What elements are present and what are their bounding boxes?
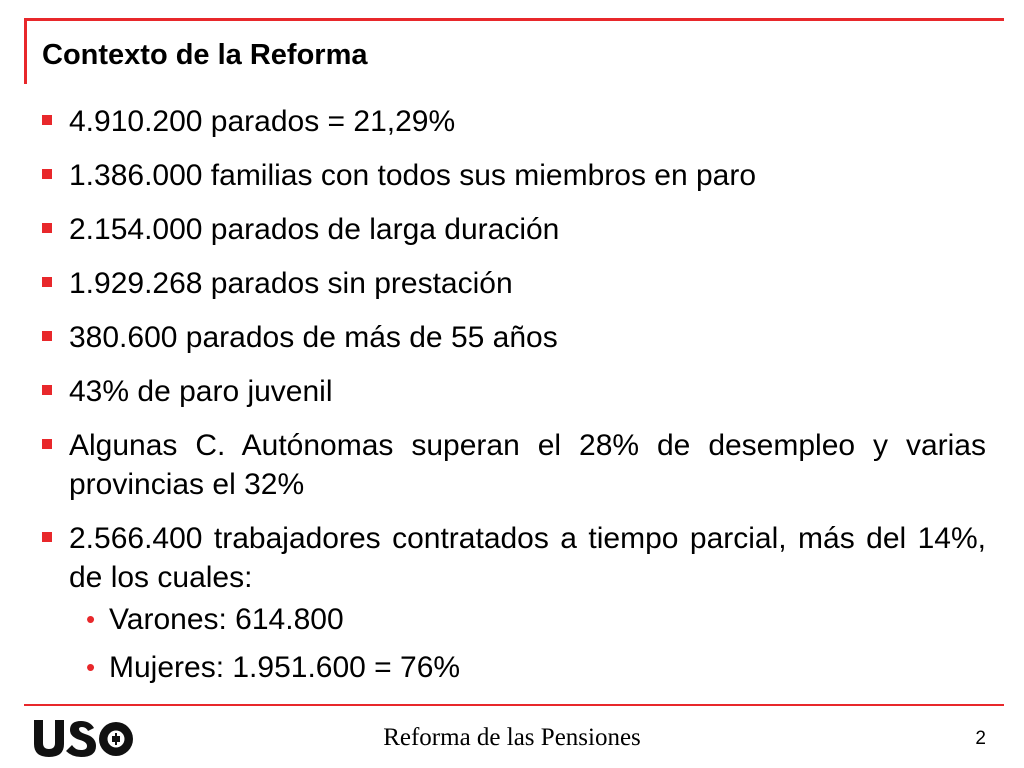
bullet-item: 4.910.200 parados = 21,29% — [40, 102, 986, 141]
bullet-item: 1.386.000 familias con todos sus miembro… — [40, 156, 986, 195]
square-bullet-icon — [42, 331, 52, 341]
square-bullet-icon — [42, 223, 52, 233]
square-bullet-icon — [42, 277, 52, 287]
footer-rule — [24, 704, 1004, 706]
bullet-item: Algunas C. Autónomas superan el 28% de d… — [40, 426, 986, 504]
bullet-item: 2.154.000 parados de larga duración — [40, 210, 986, 249]
sub-bullet-item: • Varones: 614.800 — [69, 600, 986, 639]
footer-title: Reforma de las Pensiones — [383, 724, 641, 751]
bullet-text: 43% de paro juvenil — [69, 375, 333, 408]
top-rule — [24, 18, 1004, 21]
sub-bullet-item: • Mujeres: 1.951.600 = 76% — [69, 648, 986, 687]
sub-bullet-text: Varones: 614.800 — [109, 603, 344, 636]
bullet-text: 2.154.000 parados de larga duración — [69, 213, 560, 246]
square-bullet-icon — [42, 532, 52, 542]
bullet-item: 43% de paro juvenil — [40, 372, 986, 411]
square-bullet-icon — [42, 115, 52, 125]
bullet-text: Algunas C. Autónomas superan el 28% de d… — [69, 429, 986, 501]
sub-bullet-text: Mujeres: 1.951.600 = 76% — [109, 651, 461, 684]
bullet-text: 380.600 parados de más de 55 años — [69, 321, 558, 354]
bullet-text: 1.929.268 parados sin prestación — [69, 267, 513, 300]
sub-bullet-list: • Varones: 614.800 • Mujeres: 1.951.600 = … — [69, 600, 986, 687]
uso-logo — [34, 720, 133, 757]
dot-bullet-icon: • — [86, 652, 96, 682]
bullet-text: 4.910.200 parados = 21,29% — [69, 105, 456, 138]
slide-title: Contexto de la Reforma — [42, 39, 368, 71]
left-rule — [24, 18, 27, 84]
bullet-item: 1.929.268 parados sin prestación — [40, 264, 986, 303]
dot-bullet-icon: • — [86, 604, 96, 634]
bullet-list: 4.910.200 parados = 21,29% 1.386.000 fam… — [40, 102, 986, 702]
bullet-item: 2.566.400 trabajadores contratados a tie… — [40, 519, 986, 687]
square-bullet-icon — [42, 439, 52, 449]
bullet-text: 1.386.000 familias con todos sus miembro… — [69, 159, 757, 192]
square-bullet-icon — [42, 385, 52, 395]
bullet-text: 2.566.400 trabajadores contratados a tie… — [69, 522, 986, 594]
page-number: 2 — [975, 728, 986, 749]
square-bullet-icon — [42, 169, 52, 179]
bullet-item: 380.600 parados de más de 55 años — [40, 318, 986, 357]
